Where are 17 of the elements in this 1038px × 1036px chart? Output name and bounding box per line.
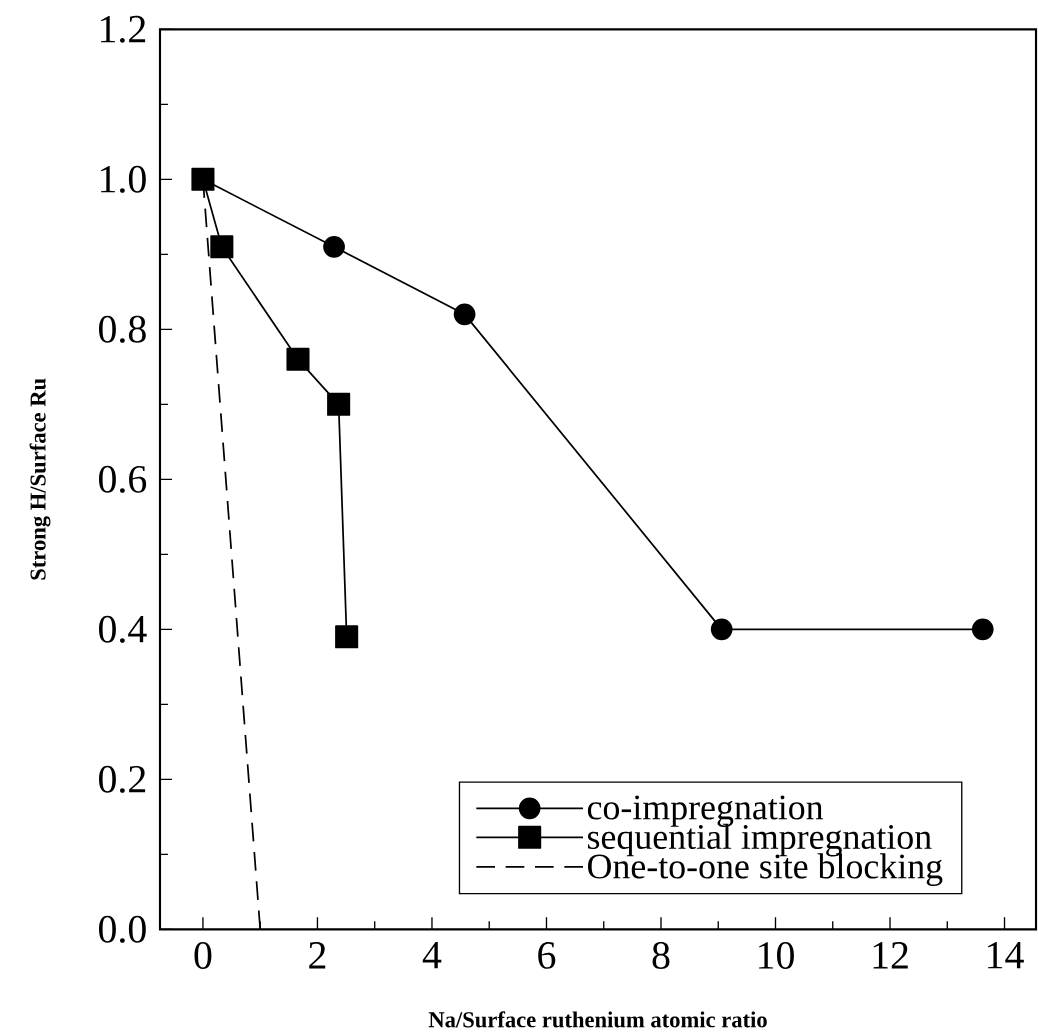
y-tick-label: 1.2: [100, 15, 146, 43]
y-axis-title: Strong H/Surface Ru: [29, 378, 51, 580]
x-tick-label: 8: [652, 942, 670, 969]
y-tick-label: 0.8: [99, 315, 146, 343]
x-axis-title: Na/Surface ruthenium atomic ratio: [428, 1011, 767, 1028]
x-tick-label: 10: [759, 942, 794, 969]
y-tick-label: 0.2: [99, 765, 146, 793]
y-tick-label: 0.4: [99, 615, 147, 643]
x-tick-label: 12: [873, 942, 908, 969]
x-tick-label: 6: [538, 942, 556, 969]
x-tick-label: 2: [309, 942, 326, 969]
y-tick-label: 0.0: [99, 915, 146, 943]
y-tick-label: 1.0: [100, 165, 146, 193]
x-tick-label: 0: [194, 942, 212, 969]
y-tick-label: 0.6: [99, 465, 147, 493]
x-tick-label: 14: [988, 942, 1024, 969]
x-tick-label: 4: [422, 942, 442, 969]
